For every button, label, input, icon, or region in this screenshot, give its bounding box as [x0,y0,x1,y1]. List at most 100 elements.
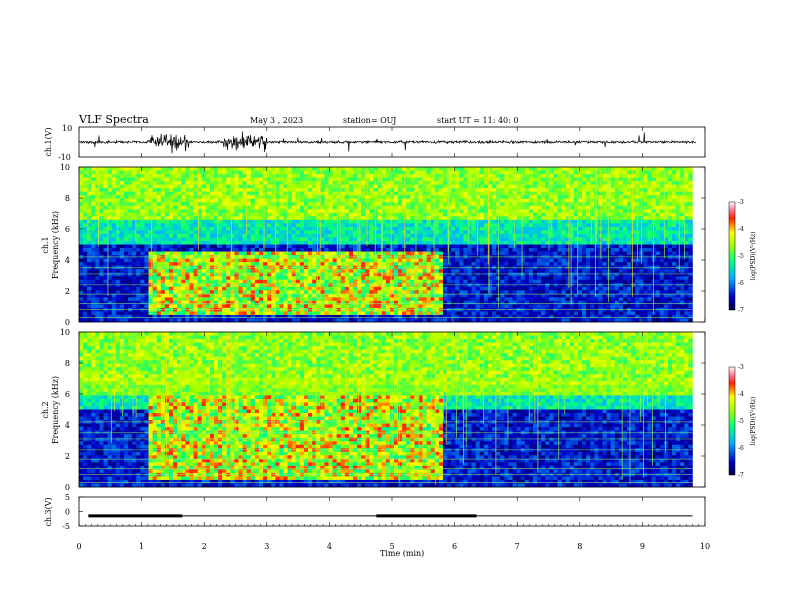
spectrogram-cell [389,269,395,273]
spectrogram-cell [418,216,423,221]
spectrogram-cell [537,223,542,228]
spectrogram-cell [83,230,88,235]
spectrogram-cell [291,314,297,319]
spectrogram-cell [365,223,370,228]
spectrogram-cell [426,223,432,228]
spectrogram-cell [218,212,223,217]
spectrogram-cell [87,212,92,217]
spectrogram-cell [344,279,350,284]
spectrogram-cell [316,202,321,207]
spectrogram-cell [487,226,493,231]
spectrogram-cell [361,258,366,263]
spectrogram-cell [222,198,227,203]
spectrogram-cell [312,311,317,316]
spectrogram-cell [406,286,411,291]
spectrogram-cell [185,311,190,316]
spectrogram-cell [402,248,407,252]
spectrogram-cell [295,209,301,214]
spectrogram-cell [197,167,202,171]
spectrogram-cell [103,293,108,298]
spectrogram-cell [283,272,288,277]
spectrogram-cell [267,195,272,199]
spectrogram-cell [91,219,96,224]
spectrogram-cell [463,230,468,235]
spectrogram-cell [377,233,382,238]
spectrogram-cell [463,251,468,256]
spectrogram-cell [398,184,403,189]
spectrogram-cell [336,170,342,175]
spectrogram-cell [520,293,526,298]
spectrogram-cell [479,170,485,175]
spectrogram-cell [344,212,350,217]
spectrogram-cell [430,170,436,175]
spectrogram-cell [250,177,256,182]
spectrogram-cell [455,167,460,171]
spectrogram-cell [479,297,485,302]
spectrogram-cell [369,191,374,196]
spectrogram-cell [275,286,280,291]
spectrogram-cell [123,293,129,298]
spectrogram-cell [189,230,194,235]
spectrogram-cell [218,290,223,295]
spectrogram-cell [418,300,423,305]
spectrogram-cell [463,202,468,207]
spectrogram-cell [275,226,280,231]
spectrogram-cell [340,297,346,302]
spectrogram-cell [189,314,194,319]
spectrogram-cell [103,191,108,196]
spectrogram-cell [443,262,448,266]
spectrogram-cell [275,233,280,238]
spectrogram-cell [222,205,227,210]
spectrogram-cell [528,311,534,316]
figure-title: VLF Spectra [78,113,149,126]
spectrogram-cell [504,262,509,266]
spectrogram-cell [402,219,407,224]
spectrogram-cell [459,293,464,298]
spectrogram-cell [258,177,264,182]
spectrogram-cell [336,293,342,298]
spectrogram-cell [263,304,268,309]
spectrogram-cell [238,181,243,185]
spectrogram-cell [144,226,149,231]
spectrogram-cell [537,188,542,192]
spectrogram-cell [532,219,538,224]
spectrogram-cell [246,276,252,281]
spectrogram-cell [299,177,305,182]
spectrogram-cell [201,167,207,171]
spectrogram-cell [209,272,215,277]
spectrogram-cell [455,314,460,319]
spectrogram-cell [287,177,292,182]
spectrogram-cell [160,269,166,273]
spectrogram-cell [508,304,513,309]
spectrogram-cell [443,195,448,199]
spectrogram-cell [426,279,432,284]
spectrogram-cell [434,184,440,189]
spectrogram-cell [340,174,346,178]
spectrogram-cell [398,170,403,175]
spectrogram-cell [283,174,288,178]
spectrogram-cell [164,300,170,305]
spectrogram-cell [263,293,268,298]
spectrogram-cell [91,262,96,266]
spectrogram-cell [222,216,227,221]
spectrogram-cell [103,262,108,266]
spectrogram-cell [381,251,387,256]
spectrogram-cell [467,251,472,256]
spectrogram-cell [152,269,158,273]
spectrogram-cell [312,174,317,178]
spectrogram-cell [99,202,104,207]
spectrogram-cell [516,283,522,288]
spectrogram-cell [164,240,170,245]
spectrogram-cell [209,184,215,189]
spectrogram-cell [434,195,440,199]
spectrogram-cell [201,237,207,242]
spectrogram-cell [422,209,427,214]
spectrogram-cell [483,195,489,199]
spectrogram-cell [119,170,125,175]
spectrogram-cell [471,251,477,256]
spectrogram-cell [250,240,256,245]
spectrogram-cell [254,300,260,305]
spectrogram-cell [173,233,178,238]
spectrogram-cell [119,188,125,192]
spectrogram-cell [246,314,252,319]
